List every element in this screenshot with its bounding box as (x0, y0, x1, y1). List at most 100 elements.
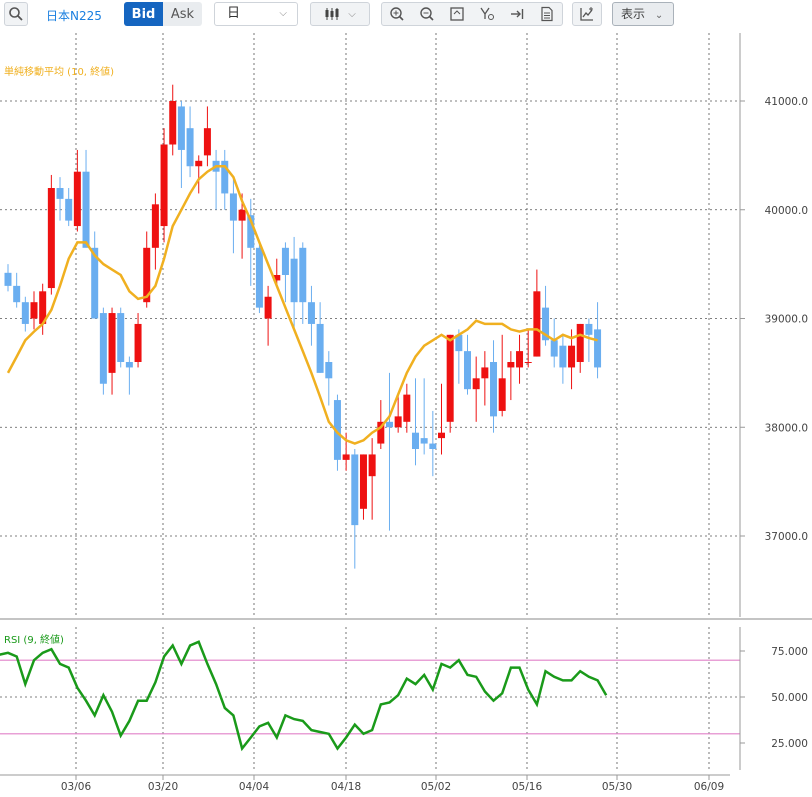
candle (186, 106, 194, 178)
candle (99, 307, 107, 395)
bid-toggle[interactable]: Bid (124, 2, 163, 26)
sma-line (6, 165, 598, 445)
display-menu-button[interactable]: 表示 ⌄ (612, 2, 674, 26)
zoom-in-icon (390, 7, 404, 21)
x-tick-label: 03/20 (148, 781, 178, 793)
candle (221, 149, 229, 210)
jump-latest-button[interactable] (502, 3, 532, 25)
y-tick-label: 39000.0 (765, 314, 808, 326)
arrow-right-bar-icon (511, 9, 524, 19)
y-tick-label: 41000.0 (765, 96, 808, 108)
rsi-y-tick-label: 75.000 (771, 646, 808, 658)
candle (255, 242, 263, 314)
candlestick-icon (325, 8, 339, 20)
candle (377, 400, 385, 449)
candle (47, 174, 55, 295)
candle (4, 264, 12, 292)
rsi-line (0, 640, 608, 752)
candle (247, 198, 255, 286)
add-indicator-icon (580, 7, 593, 21)
candle (490, 340, 498, 433)
candle (160, 128, 168, 243)
candle (446, 334, 454, 433)
candle (117, 307, 125, 368)
candle (524, 329, 532, 368)
candle (177, 101, 185, 188)
candle (13, 272, 21, 308)
candle (125, 356, 133, 395)
chart-tools (381, 2, 563, 26)
period-select[interactable]: 日 ⌵ (214, 2, 298, 26)
candle (438, 383, 445, 455)
rsi-y-tick-label: 50.000 (771, 692, 808, 704)
candle (472, 356, 480, 422)
rsi-y-tick-label: 25.000 (771, 738, 808, 750)
x-tick-label: 06/09 (694, 781, 724, 793)
x-tick-label: 04/18 (331, 781, 361, 793)
candle (420, 378, 428, 455)
candle (195, 155, 203, 194)
x-tick-label: 03/06 (61, 781, 92, 793)
x-tick-label: 04/04 (239, 781, 270, 793)
candle (385, 372, 393, 531)
candle (429, 410, 437, 477)
x-tick-label: 05/02 (421, 781, 451, 793)
text-tool-icon (480, 7, 494, 20)
candle (316, 302, 324, 373)
chart-type-select[interactable]: ⌵ (310, 2, 370, 26)
candle (559, 334, 567, 384)
document-button[interactable] (532, 3, 562, 25)
symbol-name[interactable]: 日本N225 (46, 9, 102, 23)
candle (516, 334, 524, 384)
search-button[interactable] (4, 2, 28, 26)
candle (56, 177, 64, 221)
indicator-button[interactable] (572, 2, 602, 26)
candle (403, 383, 411, 433)
candle (281, 242, 289, 303)
candle (359, 454, 367, 520)
ask-toggle[interactable]: Ask (163, 2, 202, 26)
candle (351, 449, 359, 569)
chevron-down-icon: ⌵ (348, 8, 356, 20)
zoom-out-icon (420, 7, 434, 21)
document-icon (541, 6, 553, 22)
candle (39, 283, 47, 335)
text-tool-button[interactable] (472, 3, 502, 25)
candle (108, 307, 116, 395)
candle (30, 291, 38, 330)
fit-button[interactable] (442, 3, 472, 25)
zoom-out-button[interactable] (412, 3, 442, 25)
candle (411, 378, 419, 466)
y-tick-label: 37000.0 (765, 531, 808, 543)
candle (73, 149, 81, 232)
candle (498, 334, 506, 417)
candle (151, 193, 159, 270)
fit-screen-icon (450, 7, 464, 21)
candle (229, 177, 237, 254)
candle (307, 285, 315, 346)
chart-toolbar: 日本N225 Bid Ask 日 ⌵ ⌵ 表示 ⌄ (0, 0, 812, 30)
candle (481, 351, 489, 406)
candle (273, 258, 281, 286)
display-label: 表示 (621, 7, 646, 21)
candle (299, 242, 307, 324)
candle (134, 313, 142, 368)
candle (325, 351, 333, 406)
chevron-down-icon: ⌵ (279, 8, 287, 19)
zoom-in-button[interactable] (382, 3, 412, 25)
y-tick-label: 40000.0 (765, 205, 808, 217)
candle (169, 84, 177, 156)
period-value: 日 (227, 6, 241, 21)
candle (394, 394, 402, 433)
candle (203, 106, 211, 167)
y-tick-label: 38000.0 (765, 422, 808, 434)
x-tick-label: 05/30 (602, 781, 632, 793)
x-tick-label: 05/16 (512, 781, 543, 793)
candle (264, 285, 272, 346)
candle (290, 236, 298, 330)
candle (82, 149, 90, 248)
candle (507, 351, 515, 401)
candle (576, 323, 584, 373)
search-icon (9, 7, 23, 21)
